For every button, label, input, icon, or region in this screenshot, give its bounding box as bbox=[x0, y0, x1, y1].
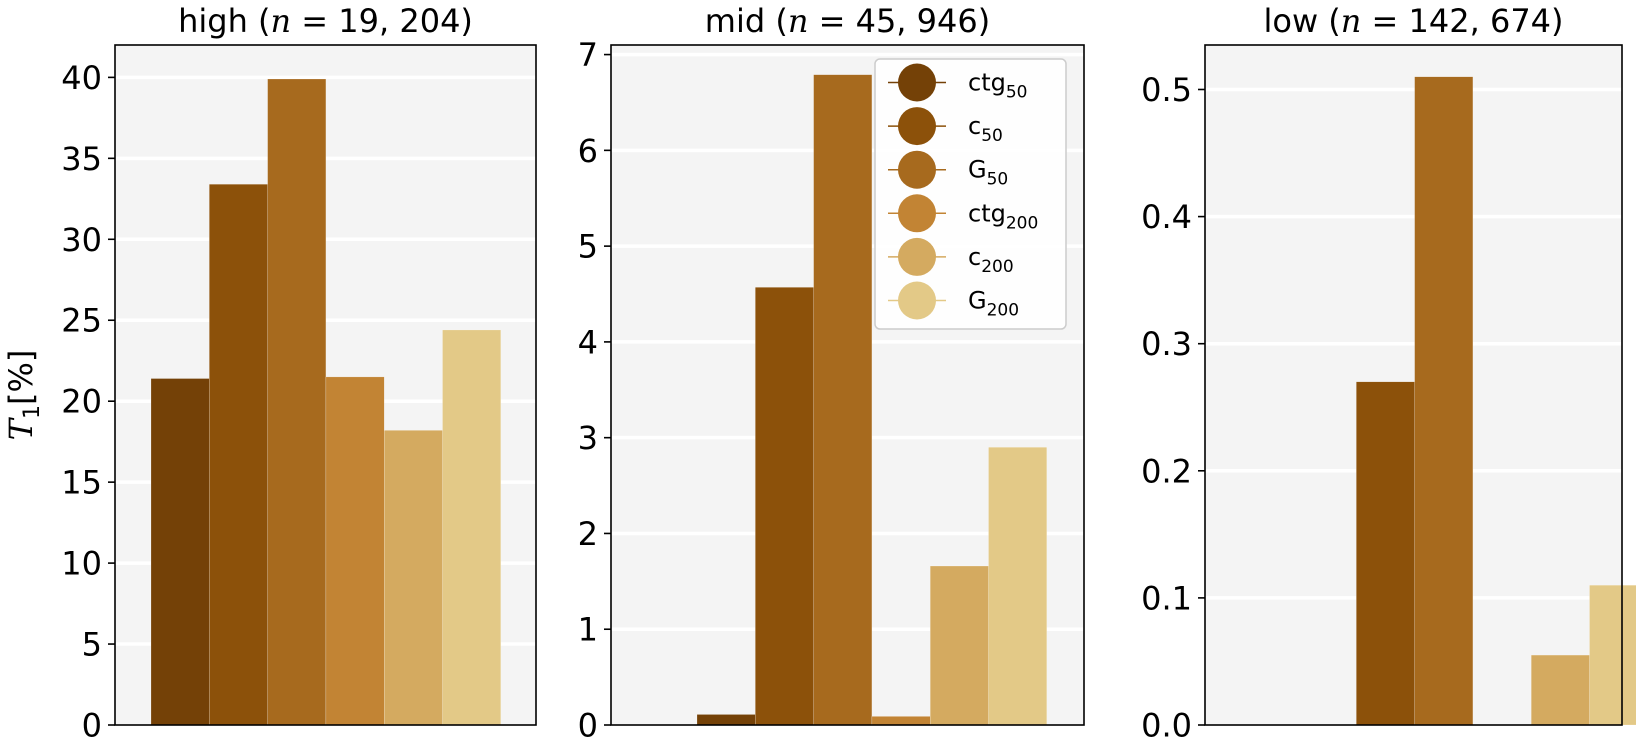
bar-G200 bbox=[1589, 584, 1636, 726]
bar-G200 bbox=[442, 329, 501, 726]
bar-ctg200 bbox=[871, 716, 931, 726]
y-axis-label: T1[%] bbox=[2, 350, 45, 441]
legend-label: G50 bbox=[968, 156, 1008, 190]
y-tick-label: 7 bbox=[578, 36, 598, 74]
y-tick-label: 35 bbox=[61, 140, 102, 178]
axes-frame bbox=[114, 44, 537, 726]
bar-c50 bbox=[209, 184, 268, 726]
bar-G50 bbox=[267, 78, 327, 726]
panel-title: mid (n = 45, 946) bbox=[705, 2, 990, 40]
legend-label: c50 bbox=[968, 112, 1003, 146]
legend-label: ctg50 bbox=[968, 69, 1027, 103]
bar-ctg50 bbox=[696, 714, 756, 726]
y-tick-label: 0 bbox=[82, 707, 102, 745]
legend-marker bbox=[898, 194, 936, 233]
y-tick-label: 40 bbox=[61, 59, 102, 97]
legend: ctg50 c50 G50 ctg200 c200 G200 bbox=[874, 58, 1067, 330]
panel-title: high (n = 19, 204) bbox=[178, 2, 473, 40]
y-tick-label: 0.1 bbox=[1141, 579, 1192, 617]
panel-2: 0.0 0.1 0.2 0.3 0.4 0.5 low (n = 142, 674) bbox=[1141, 2, 1636, 745]
legend-label: G200 bbox=[968, 287, 1019, 321]
y-tick-label: 5 bbox=[578, 228, 598, 266]
bar-G200 bbox=[988, 447, 1047, 726]
y-tick-label: 0.5 bbox=[1141, 71, 1192, 109]
legend-marker bbox=[898, 281, 936, 320]
legend-marker bbox=[898, 237, 936, 276]
bar-c200 bbox=[930, 565, 989, 726]
legend-marker bbox=[898, 107, 936, 146]
y-tick-label: 0.3 bbox=[1141, 325, 1192, 363]
y-tick-label: 30 bbox=[61, 221, 102, 259]
axes-frame bbox=[1204, 44, 1623, 726]
y-tick-label: 5 bbox=[82, 626, 102, 664]
legend-marker bbox=[898, 150, 936, 189]
panel-0: 0 5 10 15 20 25 30 35 40 high (n = 19, 204) T1[%] bbox=[2, 2, 537, 745]
y-tick-label: 15 bbox=[61, 464, 102, 502]
y-tick-label: 2 bbox=[578, 515, 598, 553]
legend-label: c200 bbox=[968, 243, 1014, 277]
bar-c200 bbox=[1530, 654, 1590, 726]
y-tick-label: 4 bbox=[578, 323, 598, 361]
y-tick-label: 25 bbox=[61, 302, 102, 340]
y-tick-label: 0.0 bbox=[1141, 707, 1192, 745]
y-tick-label: 0 bbox=[578, 707, 598, 745]
bar-c200 bbox=[384, 430, 443, 726]
legend-label: ctg200 bbox=[968, 199, 1038, 233]
axes-frame bbox=[610, 44, 1085, 726]
y-tick-label: 3 bbox=[578, 419, 598, 457]
bar-G50 bbox=[813, 74, 873, 726]
bar-c50 bbox=[755, 287, 814, 726]
y-tick-label: 1 bbox=[578, 611, 598, 649]
y-tick-label: 6 bbox=[578, 132, 598, 170]
y-tick-label: 0.2 bbox=[1141, 452, 1192, 490]
bar-ctg200 bbox=[325, 376, 385, 726]
y-tick-label: 0.4 bbox=[1141, 198, 1192, 236]
legend-marker bbox=[898, 63, 936, 102]
y-tick-label: 10 bbox=[61, 545, 102, 583]
panel-title: low (n = 142, 674) bbox=[1263, 2, 1563, 40]
panel-1: 0 1 2 3 4 5 6 7 mid (n = 45, 946) ctg50 c50 G50 ctg2… bbox=[578, 2, 1085, 745]
bar-ctg50 bbox=[150, 378, 210, 726]
y-tick-label: 20 bbox=[61, 383, 102, 421]
bar-c50 bbox=[1356, 381, 1415, 726]
bar-G50 bbox=[1414, 76, 1474, 726]
